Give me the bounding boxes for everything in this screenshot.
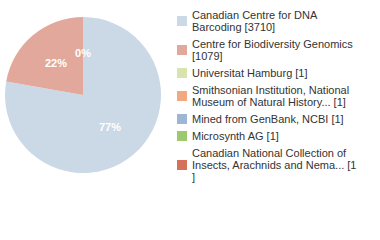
svg-text:0%: 0%: [75, 47, 91, 59]
svg-text:Universitat Hamburg [1]: Universitat Hamburg [1]: [192, 67, 308, 79]
svg-text:Centre for Biodiversity Genomi: Centre for Biodiversity Genomics: [192, 38, 356, 50]
svg-text:[1079]: [1079]: [192, 50, 223, 62]
svg-text:Insects, Arachnids and Nema...: Insects, Arachnids and Nema... [1: [192, 159, 356, 171]
svg-text:Canadian Centre for DNA: Canadian Centre for DNA: [192, 9, 320, 21]
svg-text:Barcoding [3710]: Barcoding [3710]: [192, 21, 275, 33]
svg-text:77%: 77%: [99, 121, 121, 133]
svg-text:]: ]: [192, 171, 195, 183]
svg-text:Microsynth AG [1]: Microsynth AG [1]: [192, 130, 279, 142]
svg-text:Museum of Natural History... [: Museum of Natural History... [1]: [192, 96, 346, 108]
svg-text:Canadian National Collection o: Canadian National Collection of: [192, 147, 349, 159]
svg-text:Smithsonian Institution, Natio: Smithsonian Institution, National: [192, 84, 352, 96]
svg-text:22%: 22%: [45, 57, 67, 69]
svg-text:Mined from GenBank, NCBI [1]: Mined from GenBank, NCBI [1]: [192, 113, 344, 125]
